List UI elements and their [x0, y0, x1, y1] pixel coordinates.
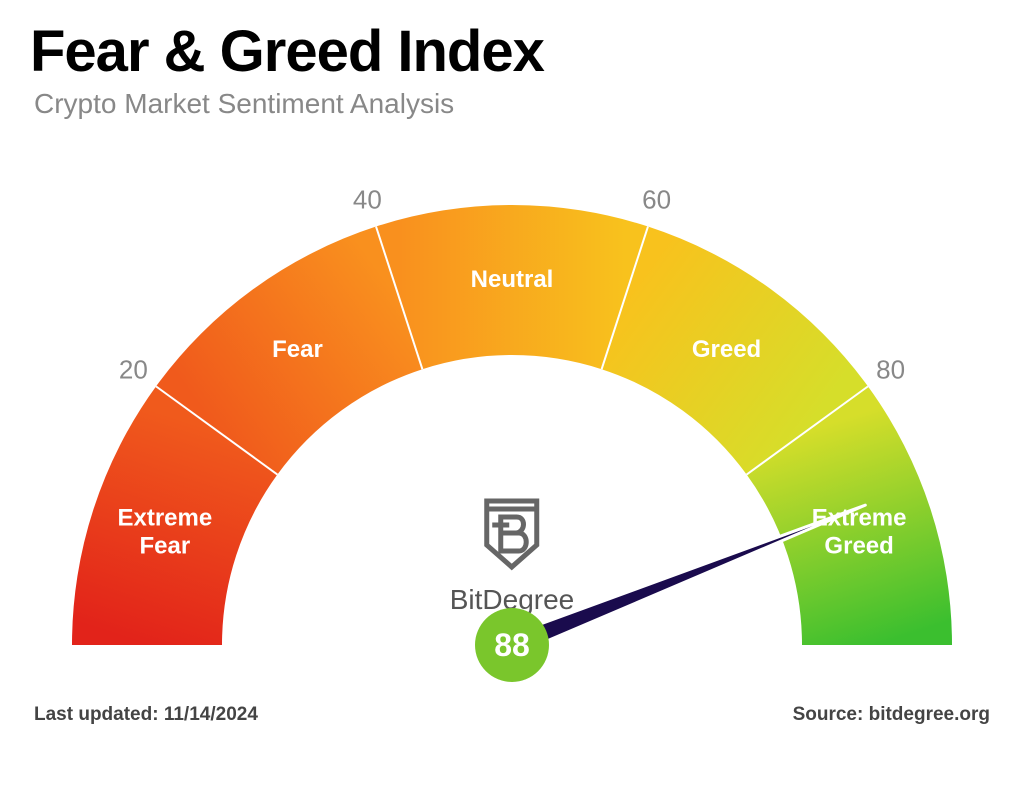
brand-logo-icon [477, 495, 547, 573]
gauge-segment-label: Greed [692, 336, 761, 364]
gauge-value: 88 [494, 627, 530, 664]
gauge-tick-label: 20 [119, 354, 148, 385]
gauge-tick-label: 40 [353, 184, 382, 215]
page-subtitle: Crypto Market Sentiment Analysis [34, 88, 454, 120]
gauge-tick-label: 80 [876, 354, 905, 385]
source-value: bitdegree.org [869, 704, 990, 725]
brand-block: BitDegree [450, 495, 575, 616]
gauge-tick-label: 60 [642, 184, 671, 215]
gauge-chart: BitDegree 88 20 40 60 80 Extreme Fear Fear Neu… [40, 155, 984, 675]
gauge-value-badge: 88 [475, 608, 549, 682]
gauge-segment-label: Extreme Greed [812, 505, 907, 560]
source-attribution: Source: bitdegree.org [793, 704, 990, 726]
source-label: Source: [793, 704, 869, 725]
last-updated-label: Last updated: [34, 704, 164, 725]
page-title: Fear & Greed Index [30, 18, 544, 85]
last-updated-date: 11/14/2024 [164, 704, 258, 725]
gauge-segment-label: Neutral [471, 266, 554, 294]
last-updated: Last updated: 11/14/2024 [34, 704, 258, 726]
gauge-segment-label: Extreme Fear [117, 505, 212, 560]
gauge-segment-label: Fear [272, 336, 323, 364]
